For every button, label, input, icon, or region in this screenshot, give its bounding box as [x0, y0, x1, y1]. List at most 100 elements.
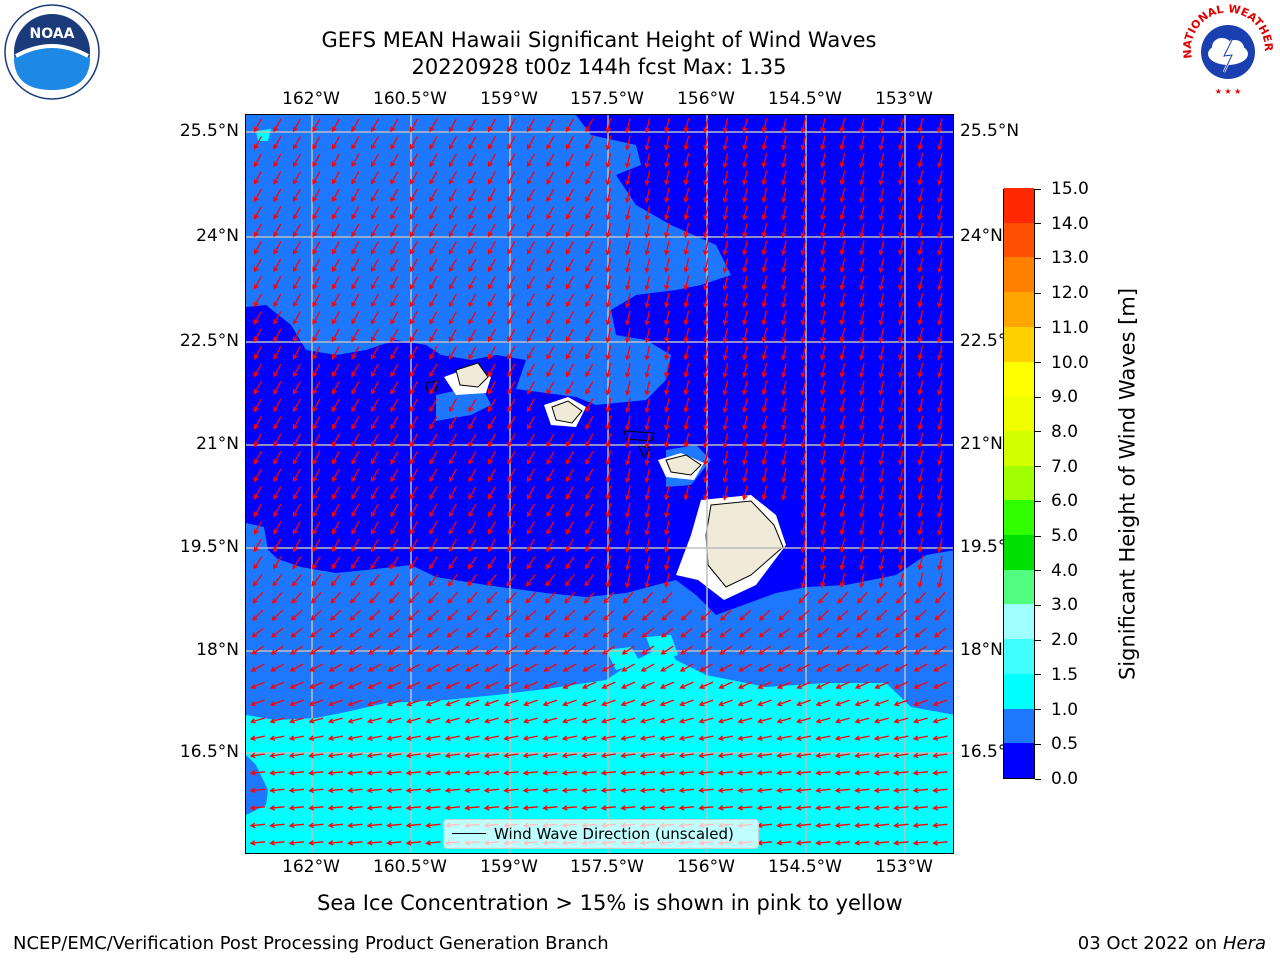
- direction-arrow: [722, 415, 729, 431]
- direction-arrow: [269, 681, 285, 689]
- direction-arrow: [800, 538, 807, 554]
- direction-arrow: [719, 645, 733, 655]
- direction-arrow: [370, 538, 379, 553]
- direction-arrow: [761, 468, 768, 484]
- colorbar-tick-label: 4.0: [1051, 560, 1079, 581]
- direction-arrow: [292, 503, 301, 518]
- direction-arrow: [312, 398, 321, 413]
- direction-arrow: [815, 752, 831, 759]
- direction-arrow: [487, 258, 496, 273]
- direction-arrow: [312, 468, 321, 483]
- direction-arrow: [429, 188, 438, 203]
- lon-tick-top: 157.5°W: [570, 89, 644, 109]
- direction-arrow: [761, 415, 768, 431]
- colorbar-band: [1004, 187, 1034, 223]
- direction-arrow: [464, 735, 480, 741]
- direction-arrow: [859, 520, 865, 536]
- direction-arrow: [585, 206, 594, 220]
- direction-arrow: [292, 293, 301, 308]
- direction-arrow: [370, 328, 379, 343]
- direction-arrow: [820, 258, 826, 274]
- direction-arrow: [644, 363, 651, 379]
- direction-arrow: [584, 556, 594, 570]
- direction-arrow: [781, 188, 787, 204]
- lon-tick-bottom: 156°W: [677, 857, 735, 877]
- direction-arrow: [917, 573, 924, 589]
- direction-arrow: [327, 787, 344, 794]
- direction-arrow: [581, 699, 597, 707]
- direction-arrow: [664, 240, 670, 256]
- direction-arrow: [292, 206, 301, 220]
- direction-arrow: [859, 170, 865, 186]
- direction-arrow: [367, 699, 382, 707]
- direction-arrow: [620, 787, 636, 794]
- direction-arrow: [795, 787, 812, 794]
- direction-arrow: [917, 520, 924, 536]
- direction-arrow: [581, 681, 597, 689]
- direction-arrow: [564, 591, 576, 604]
- direction-arrow: [761, 433, 768, 449]
- direction-arrow: [273, 433, 282, 448]
- direction-arrow: [639, 770, 656, 776]
- direction-arrow: [605, 345, 612, 361]
- lat-tick-left: 25.5°N: [179, 121, 239, 141]
- direction-arrow: [370, 521, 379, 535]
- direction-arrow: [351, 328, 360, 343]
- direction-arrow: [387, 645, 401, 655]
- direction-arrow: [253, 363, 262, 378]
- direction-arrow: [917, 293, 924, 309]
- direction-arrow: [859, 223, 865, 239]
- direction-arrow: [253, 451, 262, 465]
- direction-arrow: [331, 311, 340, 325]
- direction-arrow: [898, 363, 904, 379]
- direction-arrow: [312, 293, 321, 308]
- direction-arrow: [717, 787, 734, 794]
- lon-tick-bottom: 162°W: [282, 857, 340, 877]
- direction-arrow: [468, 136, 477, 150]
- direction-arrow: [251, 645, 265, 655]
- direction-arrow: [761, 205, 768, 221]
- direction-arrow: [603, 591, 615, 604]
- direction-arrow: [369, 574, 380, 587]
- direction-arrow: [347, 681, 363, 689]
- direction-arrow: [507, 258, 516, 273]
- direction-arrow: [644, 223, 651, 239]
- direction-arrow: [756, 752, 772, 759]
- direction-arrow: [605, 398, 612, 414]
- direction-arrow: [878, 363, 885, 379]
- direction-arrow: [839, 380, 846, 396]
- direction-arrow: [644, 328, 651, 344]
- direction-arrow: [429, 171, 438, 185]
- direction-arrow: [893, 822, 909, 829]
- direction-arrow: [409, 486, 418, 500]
- direction-arrow: [273, 538, 282, 553]
- direction-arrow: [703, 275, 709, 291]
- direction-arrow: [800, 468, 807, 484]
- direction-arrow: [444, 770, 461, 776]
- footer-branch: NCEP/EMC/Verification Post Processing Pr…: [13, 933, 609, 954]
- direction-arrow: [542, 699, 558, 707]
- direction-arrow: [370, 503, 379, 518]
- direction-arrow: [312, 171, 321, 185]
- direction-arrow: [270, 645, 284, 655]
- colorbar-tick-mark: [1035, 709, 1041, 711]
- direction-arrow: [683, 118, 690, 134]
- direction-arrow: [776, 752, 792, 759]
- direction-arrow: [937, 275, 943, 291]
- direction-arrow: [839, 153, 846, 169]
- direction-arrow: [273, 416, 282, 430]
- direction-arrow: [878, 188, 885, 204]
- direction-arrow: [683, 275, 690, 291]
- direction-arrow: [937, 345, 943, 361]
- direction-arrow: [526, 188, 535, 203]
- direction-arrow: [781, 223, 787, 239]
- colorbar-tick-mark: [1035, 570, 1041, 572]
- direction-arrow: [683, 170, 690, 186]
- direction-arrow: [761, 485, 768, 501]
- direction-arrow: [781, 363, 787, 379]
- direction-arrow: [503, 787, 519, 794]
- direction-arrow: [859, 503, 865, 519]
- direction-arrow: [468, 258, 477, 273]
- direction-arrow: [625, 328, 631, 344]
- direction-arrow: [507, 363, 516, 378]
